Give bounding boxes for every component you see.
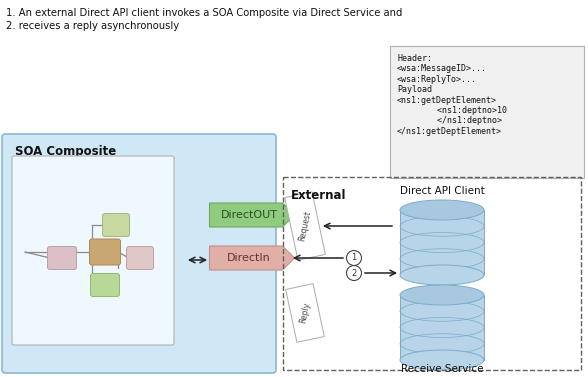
Text: DirectIn: DirectIn	[227, 253, 271, 263]
Text: External: External	[291, 189, 346, 202]
Text: Request: Request	[298, 210, 313, 242]
Ellipse shape	[400, 200, 484, 220]
Bar	[283, 177, 581, 370]
Ellipse shape	[400, 350, 484, 370]
FancyBboxPatch shape	[286, 284, 325, 342]
Text: Direct API Client: Direct API Client	[400, 186, 485, 196]
Circle shape	[346, 250, 362, 265]
Text: 1. An external Direct API client invokes a SOA Composite via Direct Service and: 1. An external Direct API client invokes…	[6, 8, 402, 18]
Polygon shape	[209, 246, 295, 270]
Text: Reply: Reply	[298, 302, 312, 324]
FancyBboxPatch shape	[126, 247, 153, 270]
Polygon shape	[400, 210, 484, 275]
Text: DirectOUT: DirectOUT	[220, 210, 278, 220]
Polygon shape	[209, 203, 295, 227]
Text: 1: 1	[352, 253, 357, 262]
Text: 2. receives a reply asynchronously: 2. receives a reply asynchronously	[6, 21, 179, 31]
FancyBboxPatch shape	[2, 134, 276, 373]
FancyBboxPatch shape	[390, 46, 584, 178]
Text: SOA Composite: SOA Composite	[15, 145, 116, 158]
Polygon shape	[400, 295, 484, 360]
FancyBboxPatch shape	[91, 273, 119, 296]
FancyBboxPatch shape	[285, 192, 325, 260]
FancyBboxPatch shape	[12, 156, 174, 345]
FancyBboxPatch shape	[89, 239, 121, 265]
Text: Receive Service: Receive Service	[401, 364, 483, 374]
FancyBboxPatch shape	[102, 213, 129, 236]
FancyBboxPatch shape	[48, 247, 76, 270]
Text: Header:
<wsa:MessageID>...
<wsa:ReplyTo>...
Payload
<ns1:getDeptElement>
       : Header: <wsa:MessageID>... <wsa:ReplyTo>…	[397, 54, 507, 136]
Circle shape	[346, 265, 362, 280]
Ellipse shape	[400, 265, 484, 285]
Ellipse shape	[400, 285, 484, 305]
Text: 2: 2	[352, 268, 357, 277]
